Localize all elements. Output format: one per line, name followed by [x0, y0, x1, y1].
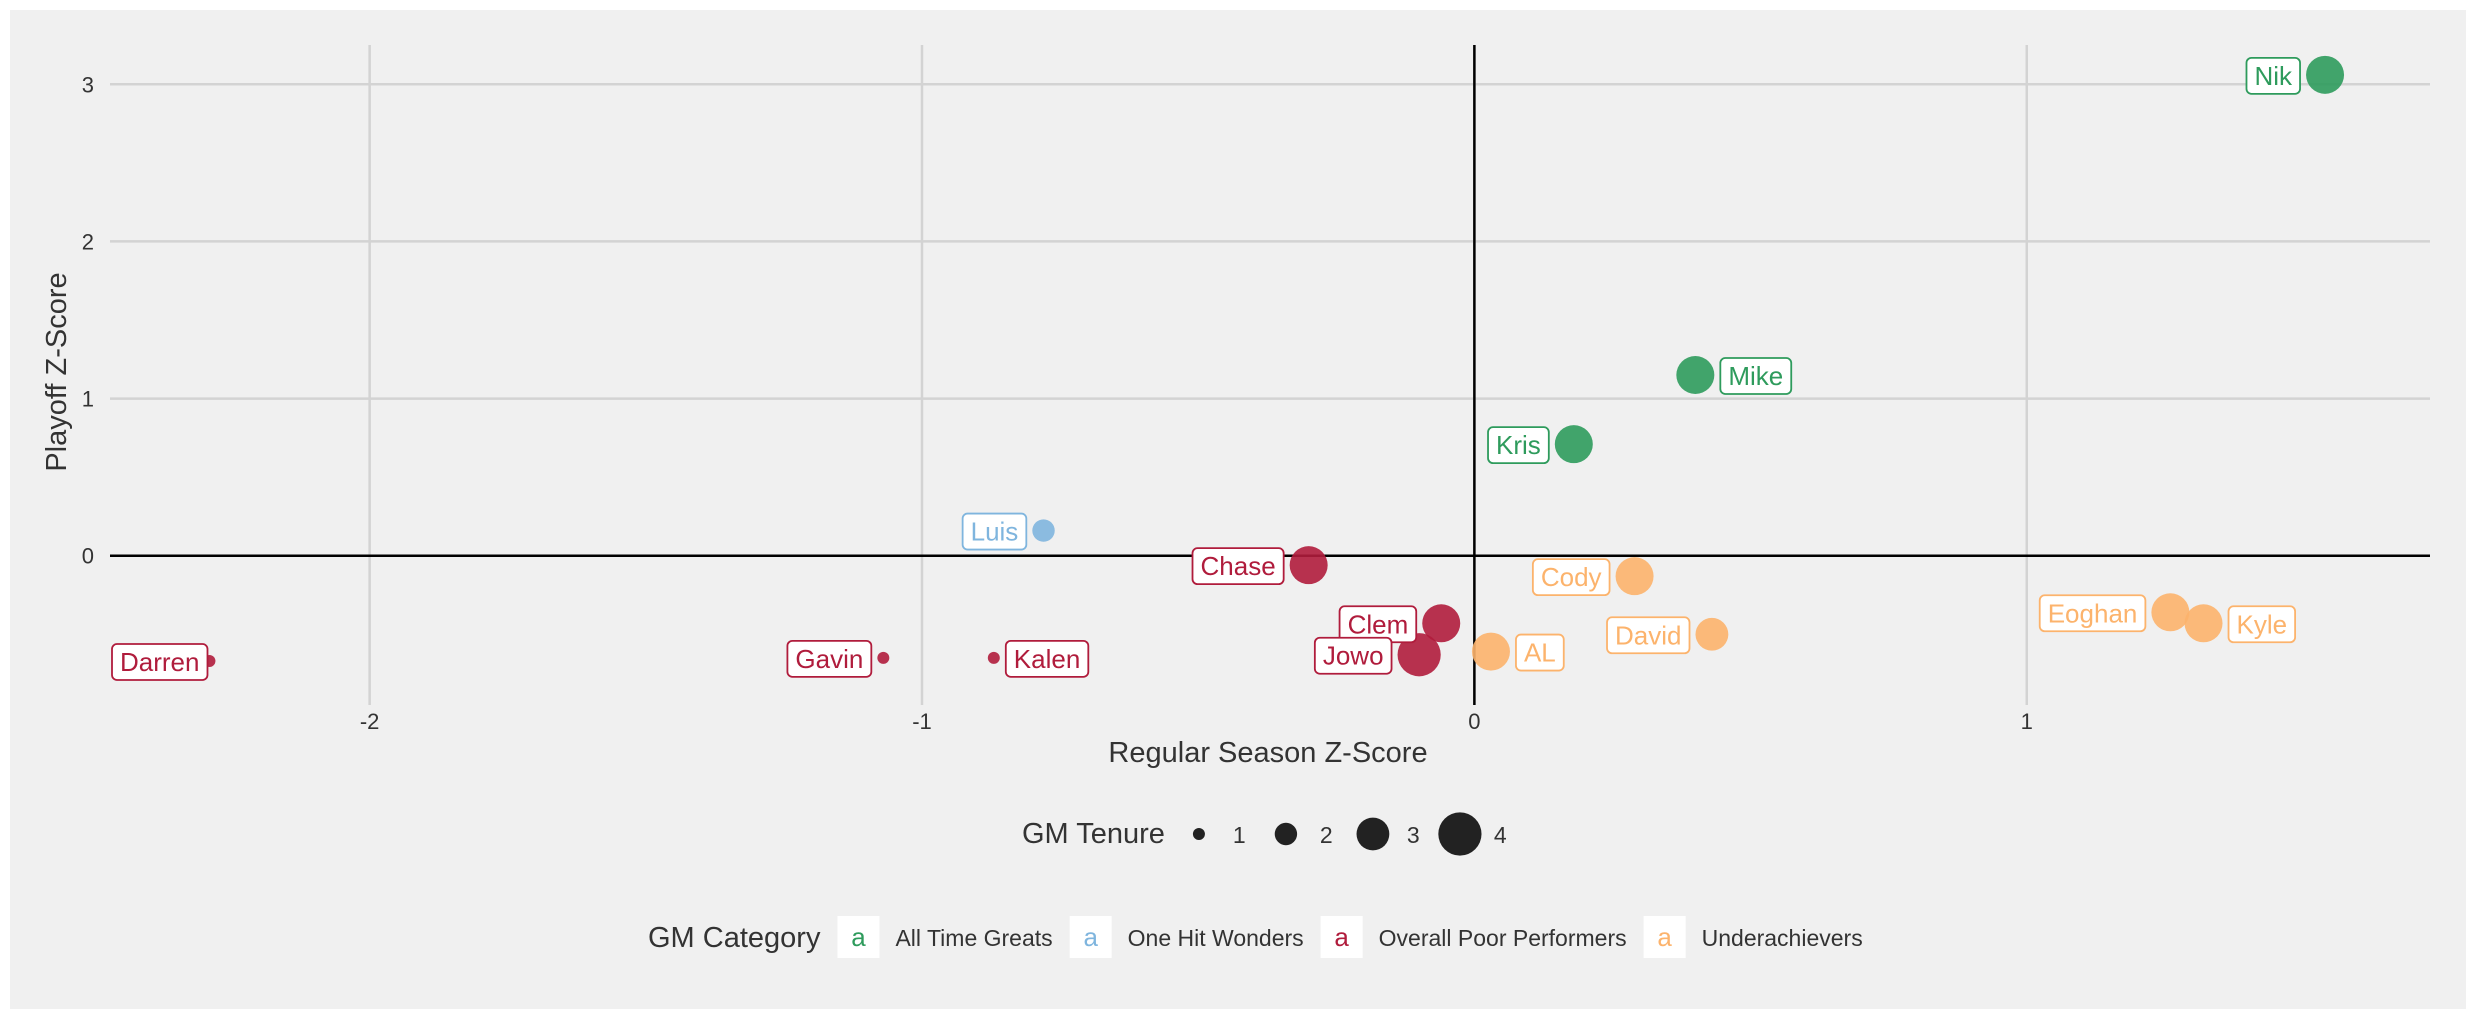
- point-label-text: Kris: [1496, 430, 1541, 460]
- y-tick-label: 2: [82, 229, 94, 254]
- data-point-kyle: [2184, 604, 2223, 643]
- data-point-cody: [1615, 557, 1654, 596]
- legend-category-label: All Time Greats: [895, 925, 1052, 951]
- legend-size-label: 2: [1320, 822, 1333, 848]
- point-label-text: Mike: [1728, 361, 1783, 391]
- legend-size-label: 3: [1407, 822, 1420, 848]
- legend-gm-tenure: GM Tenure 1 2 3 4: [1022, 812, 1507, 856]
- data-point-mike: [1676, 356, 1715, 394]
- data-point-eoghan: [2151, 593, 2190, 632]
- x-tick-label: 1: [2021, 709, 2033, 734]
- point-label-box: [1191, 547, 1285, 586]
- point-label-david: David: [1606, 616, 1691, 655]
- point-label-gavin: Gavin: [786, 639, 873, 678]
- legend-category-label: One Hit Wonders: [1128, 925, 1304, 951]
- x-tick-label: -2: [360, 709, 380, 734]
- point-label-box: [786, 639, 873, 678]
- point-label-box: [1719, 357, 1793, 395]
- point-label-text: Darren: [120, 647, 199, 677]
- legend-category-label: Overall Poor Performers: [1379, 925, 1627, 951]
- legend-key-overall-poor-performers: [1320, 916, 1363, 958]
- legend-key-glyph: a: [1334, 922, 1349, 952]
- legend-gm-category: GM Category a All Time Greats a One Hit Wond…: [648, 916, 1863, 958]
- data-point-david: [1695, 617, 1729, 651]
- point-label-box: [1004, 639, 1090, 678]
- legend-key-underachievers: [1643, 916, 1686, 958]
- data-point-chase: [1289, 546, 1328, 585]
- legend-size-key-2: [1274, 822, 1298, 846]
- point-label-darren: Darren: [111, 643, 209, 681]
- point-label-box: [2038, 594, 2147, 633]
- point-label-box: [1313, 636, 1393, 675]
- point-label-mike: Mike: [1719, 357, 1793, 395]
- data-point-al: [1471, 632, 1510, 671]
- point-label-box: [1487, 426, 1550, 465]
- point-label-text: Eoghan: [2048, 598, 2138, 628]
- legend-size-title: GM Tenure: [1022, 818, 1165, 850]
- axis-ticks: -2 -1 0 1 0 1 2 3: [82, 72, 2033, 734]
- point-label-cody: Cody: [1531, 558, 1611, 597]
- point-label-text: Kalen: [1014, 644, 1081, 674]
- y-tick-label: 1: [82, 387, 94, 412]
- point-label-jowo: Jowo: [1313, 636, 1393, 675]
- point-label-box: [961, 512, 1028, 551]
- data-point-jowo: [1397, 633, 1441, 677]
- point-label-nik: Nik: [2245, 56, 2301, 95]
- point-label-text: Jowo: [1323, 641, 1384, 671]
- point-label-text: Cody: [1541, 562, 1602, 592]
- y-tick-label: 3: [82, 72, 94, 97]
- legend-key-glyph: a: [1657, 922, 1672, 952]
- x-tick-label: -1: [912, 709, 932, 734]
- point-label-box: [1515, 633, 1565, 672]
- legend-size-label: 1: [1233, 822, 1246, 848]
- point-label-text: Luis: [971, 517, 1019, 547]
- legend-size-label: 4: [1494, 822, 1507, 848]
- data-point-gavin: [877, 651, 890, 664]
- x-tick-label: 0: [1468, 709, 1480, 734]
- point-label-box: [111, 643, 209, 681]
- point-label-text: AL: [1524, 638, 1556, 668]
- x-axis-title: Regular Season Z-Score: [1108, 737, 1427, 769]
- point-label-al: AL: [1515, 633, 1565, 672]
- y-tick-label: 0: [82, 544, 94, 569]
- data-point-nik: [2306, 55, 2345, 94]
- point-label-eoghan: Eoghan: [2038, 594, 2147, 633]
- data-points: [203, 55, 2345, 677]
- point-label-box: [1531, 558, 1611, 597]
- legend-size-key-3: [1356, 817, 1390, 851]
- legend-key-glyph: a: [851, 922, 866, 952]
- legend-key-glyph: a: [1083, 922, 1098, 952]
- data-point-kris: [1554, 425, 1593, 464]
- point-label-luis: Luis: [961, 512, 1028, 551]
- y-axis-title: Playoff Z-Score: [41, 272, 73, 471]
- point-label-clem: Clem: [1338, 605, 1418, 644]
- point-label-box: [2227, 605, 2297, 644]
- point-label-text: Clem: [1348, 609, 1409, 639]
- legend-color-title: GM Category: [648, 922, 821, 954]
- point-label-text: Kyle: [2237, 609, 2288, 639]
- legend-category-label: Underachievers: [1702, 925, 1863, 951]
- chart-panel: [10, 10, 2466, 1009]
- legend-key-one-hit-wonders: [1069, 916, 1112, 958]
- legend-size-key-1: [1192, 828, 1205, 840]
- point-label-text: Gavin: [795, 644, 863, 674]
- point-label-text: David: [1615, 620, 1681, 650]
- point-label-kyle: Kyle: [2227, 605, 2297, 644]
- point-label-kalen: Kalen: [1004, 639, 1090, 678]
- point-label-chase: Chase: [1191, 547, 1285, 586]
- data-point-luis: [1032, 519, 1055, 542]
- point-label-kris: Kris: [1487, 426, 1550, 465]
- point-label-box: [2245, 56, 2301, 95]
- point-label-box: [1606, 616, 1691, 655]
- legend-key-all-time-greats: [837, 916, 880, 958]
- legend-size-key-4: [1438, 812, 1482, 856]
- data-point-kalen: [987, 651, 1000, 664]
- point-label-text: Nik: [2254, 61, 2293, 91]
- data-point-clem: [1422, 604, 1461, 643]
- point-label-text: Chase: [1201, 551, 1276, 581]
